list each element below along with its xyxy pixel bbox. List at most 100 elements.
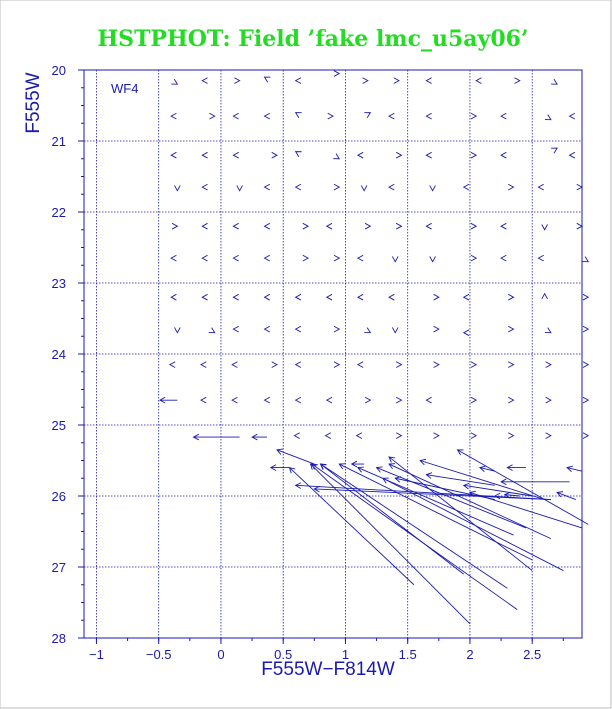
vector-arrow — [556, 491, 576, 500]
vector-arrow — [263, 293, 271, 301]
vector-arrow — [470, 361, 478, 368]
vector-arrow — [388, 293, 395, 301]
vector-arrow — [294, 151, 302, 157]
x-tick-label: −0.5 — [146, 647, 172, 662]
vector-arrow — [544, 327, 552, 334]
vector-arrow — [364, 112, 372, 118]
vector-arrow — [171, 222, 179, 230]
vector-arrow — [433, 361, 440, 368]
vector-arrow — [433, 293, 440, 301]
vector-arrow — [269, 464, 290, 471]
y-tick-label: 23 — [52, 276, 66, 291]
vector-arrow — [201, 254, 208, 262]
vector-arrow — [433, 432, 440, 439]
vector-arrow — [201, 151, 208, 159]
vector-arrow — [360, 185, 368, 192]
vector-arrow — [200, 396, 207, 404]
vector-arrow — [537, 254, 544, 262]
vector-arrow — [333, 153, 341, 160]
vector-arrow — [395, 222, 403, 230]
vector-arrow — [170, 112, 177, 120]
vector-arrow — [462, 329, 470, 336]
y-tick-label: 24 — [52, 347, 66, 362]
vector-arrow — [393, 77, 400, 84]
vector-arrow — [309, 463, 471, 625]
vector-arrow — [208, 327, 216, 334]
y-tick-label: 26 — [52, 489, 66, 504]
vector-arrow — [276, 448, 315, 465]
vector-arrow — [375, 466, 527, 529]
vector-arrow — [582, 396, 590, 404]
vector-arrow — [388, 463, 552, 540]
vector-arrow — [429, 256, 436, 263]
vector-arrow — [356, 254, 364, 262]
y-tick-label: 21 — [52, 134, 66, 149]
vector-arrow — [429, 185, 436, 192]
vector-arrow — [271, 361, 278, 368]
vector-arrow — [209, 112, 216, 120]
chart-title: HSTPHOT: Field ’fake lmc_u5ay06’ — [97, 26, 528, 52]
vector-arrow — [333, 254, 341, 262]
vector-arrow — [566, 465, 583, 472]
panel-label: WF4 — [111, 81, 138, 96]
y-tick-label: 27 — [52, 560, 66, 575]
vector-arrow — [541, 224, 548, 231]
vector-arrow — [500, 254, 507, 262]
vector-arrow — [333, 70, 341, 77]
vector-arrow — [478, 465, 495, 472]
vector-arrow — [500, 478, 570, 486]
vector-arrow — [462, 293, 470, 301]
vector-arrow — [234, 77, 241, 84]
vector-arrow — [263, 76, 271, 83]
vector-arrow — [537, 183, 544, 191]
vector-arrow — [582, 293, 590, 301]
vector-arrow — [192, 433, 240, 441]
vector-arrow — [364, 327, 372, 334]
vector-arrow — [425, 222, 432, 230]
vector-arrow — [469, 490, 583, 529]
vector-arrow — [582, 361, 590, 368]
vector-arrow — [425, 151, 432, 159]
vector-arrow — [395, 151, 403, 159]
vector-arrow — [263, 254, 271, 262]
vector-arrow — [325, 293, 333, 301]
vector-arrow — [391, 256, 399, 263]
vector-arrow — [388, 456, 533, 571]
vector-arrow — [364, 396, 372, 404]
vector-arrow — [462, 183, 470, 191]
vector-arrow — [364, 222, 372, 230]
vector-arrow — [456, 449, 589, 525]
vector-arrow — [302, 222, 310, 230]
vector-arrow — [201, 183, 208, 191]
vector-arrow — [470, 432, 478, 439]
vector-arrow — [470, 254, 478, 262]
vector-arrow — [462, 482, 533, 497]
vector-arrow — [170, 151, 177, 159]
vector-arrow — [551, 78, 558, 85]
vector-arrow — [500, 151, 507, 159]
vector-arrow — [470, 112, 478, 120]
vector-arrow — [582, 432, 590, 439]
vector-arrow — [493, 492, 501, 500]
vector-arrow — [568, 151, 576, 159]
vector-arrow — [294, 396, 302, 404]
vector-series — [159, 70, 590, 625]
vector-arrow — [356, 361, 364, 368]
vector-arrow — [324, 432, 332, 439]
vector-arrow — [568, 112, 576, 120]
vector-arrow — [388, 112, 395, 120]
vector-arrow — [294, 325, 302, 333]
vector-arrow — [171, 78, 179, 85]
vector-arrow — [251, 433, 268, 441]
vector-arrow — [475, 77, 482, 84]
vector-arrow — [294, 112, 302, 118]
axis-ticks: −1 −0.5 0 0.5 1 1.5 2 2.5 20 21 22 23 24 25 26 27 28 — [52, 63, 564, 662]
vector-arrow — [508, 293, 515, 301]
vector-arrow — [319, 463, 464, 575]
y-axis-title: F555W — [23, 72, 44, 133]
grid — [84, 70, 582, 638]
vector-arrow — [293, 432, 300, 439]
vector-arrow — [302, 254, 310, 262]
vector-arrow — [201, 77, 208, 84]
